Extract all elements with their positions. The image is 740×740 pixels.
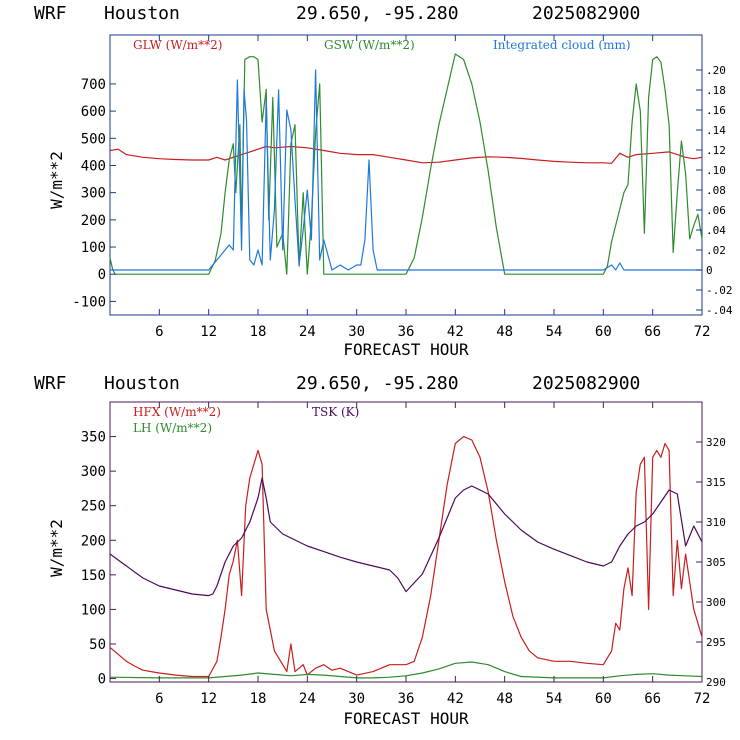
y-tick-label: 500 [81,131,106,147]
y2-tick-label: .06 [706,204,726,217]
panel1-series-line-2 [109,53,703,275]
x-tick-label: 72 [694,691,711,707]
panel2-model-label: WRF [34,373,67,394]
y-tick-label: 250 [81,499,106,515]
y2-tick-label: 0 [706,264,713,277]
y2-tick-label: -.02 [706,284,733,297]
y-tick-label: 400 [81,158,106,174]
panel2-legend-hfx: HFX (W/m**2) [133,405,221,419]
y-tick-label: 200 [81,213,106,229]
y-tick-label: 700 [81,77,106,93]
y2-tick-label: .12 [706,144,726,157]
panel1-run-label: 2025082900 [532,3,640,24]
y2-tick-label: 290 [706,676,726,689]
panel1-x-axis-ticks: 6 12 18 24 30 36 42 48 54 60 66 72 [155,35,710,340]
panel1-series-group [109,53,703,275]
panel1-x-axis-title: FORECAST HOUR [343,340,469,359]
panel-surface-fluxes: WRF Houston 29.650, -95.280 2025082900 6… [34,373,726,728]
y2-tick-label: .02 [706,244,726,257]
y2-tick-label: .08 [706,184,726,197]
y2-tick-label: 305 [706,556,726,569]
x-tick-label: 72 [694,324,711,340]
panel2-coords-label: 29.650, -95.280 [296,373,459,394]
x-tick-label: 36 [398,324,415,340]
x-tick-label: 42 [447,691,464,707]
panel2-series-group [109,436,703,679]
x-tick-label: 66 [644,691,661,707]
panel1-legend-gsw: GSW (W/m**2) [324,38,415,52]
y2-tick-label: 315 [706,476,726,489]
x-tick-label: 12 [200,691,217,707]
y2-tick-label: .04 [706,224,726,237]
y-tick-label: 0 [98,267,106,283]
x-tick-label: 66 [644,324,661,340]
y-tick-label: 350 [81,430,106,446]
y-tick-label: 200 [81,533,106,549]
y-tick-label: 50 [89,637,106,653]
panel2-legend-tsk: TSK (K) [312,405,359,419]
panel1-y2-axis-ticks: .20 .18 .16 .14 .12 .10 .08 .06 .04 .02 0 -.02 -.04 [696,64,733,317]
y2-tick-label: 310 [706,516,726,529]
x-tick-label: 12 [200,324,217,340]
x-tick-label: 6 [155,324,163,340]
y-tick-label: 300 [81,186,106,202]
panel1-series-line-1 [109,145,703,164]
y2-tick-label: .16 [706,104,726,117]
panel2-y-axis-title: W/m**2 [47,519,66,577]
x-tick-label: 36 [398,691,415,707]
x-tick-label: 24 [299,691,316,707]
x-tick-label: 30 [348,324,365,340]
y-tick-label: 0 [98,672,106,688]
y-tick-label: 300 [81,464,106,480]
panel2-series-line-1 [109,436,703,678]
y-tick-label: 150 [81,568,106,584]
panel1-series-line-3 [110,69,702,271]
x-tick-label: 60 [595,691,612,707]
y-tick-label: 100 [81,240,106,256]
x-tick-label: 18 [250,691,267,707]
x-tick-label: 48 [496,691,513,707]
panel2-y-axis-ticks: 0 50 100 150 200 250 300 350 [81,430,116,688]
panel2-y2-axis-ticks: 320 315 310 305 300 295 290 [696,436,726,689]
y2-tick-label: -.04 [706,304,733,317]
panel-radiation: WRF Houston 29.650, -95.280 2025082900 6… [34,3,733,359]
x-tick-label: 24 [299,324,316,340]
panel2-series-line-3 [109,477,703,597]
x-tick-label: 18 [250,324,267,340]
panel2-series-line-2 [109,661,703,679]
panel2-legend-lh: LH (W/m**2) [133,421,212,435]
y2-tick-label: 295 [706,636,726,649]
x-tick-label: 48 [496,324,513,340]
panel1-station-label: Houston [104,3,180,24]
panel1-model-label: WRF [34,3,67,24]
y2-tick-label: .14 [706,124,726,137]
x-tick-label: 54 [546,324,563,340]
panel2-x-axis-title: FORECAST HOUR [343,709,469,728]
panel2-x-axis-ticks: 6 12 18 24 30 36 42 48 54 60 66 72 [155,402,710,707]
panel1-y-axis-ticks: -100 0 100 200 300 400 500 600 700 [72,77,116,310]
x-tick-label: 42 [447,324,464,340]
panel1-coords-label: 29.650, -95.280 [296,3,459,24]
y2-tick-label: 320 [706,436,726,449]
x-tick-label: 30 [348,691,365,707]
panel2-run-label: 2025082900 [532,373,640,394]
panel1-y-axis-title: W/m**2 [47,151,66,209]
y-tick-label: 100 [81,602,106,618]
x-tick-label: 6 [155,691,163,707]
panel1-legend-glw: GLW (W/m**2) [133,38,222,52]
panel1-legend-cloud: Integrated cloud (mm) [493,38,631,52]
y-tick-label: 600 [81,104,106,120]
x-tick-label: 60 [595,324,612,340]
y2-tick-label: .20 [706,64,726,77]
y2-tick-label: .18 [706,84,726,97]
y2-tick-label: 300 [706,596,726,609]
y2-tick-label: .10 [706,164,726,177]
panel2-station-label: Houston [104,373,180,394]
x-tick-label: 54 [546,691,563,707]
y-tick-label: -100 [72,294,106,310]
